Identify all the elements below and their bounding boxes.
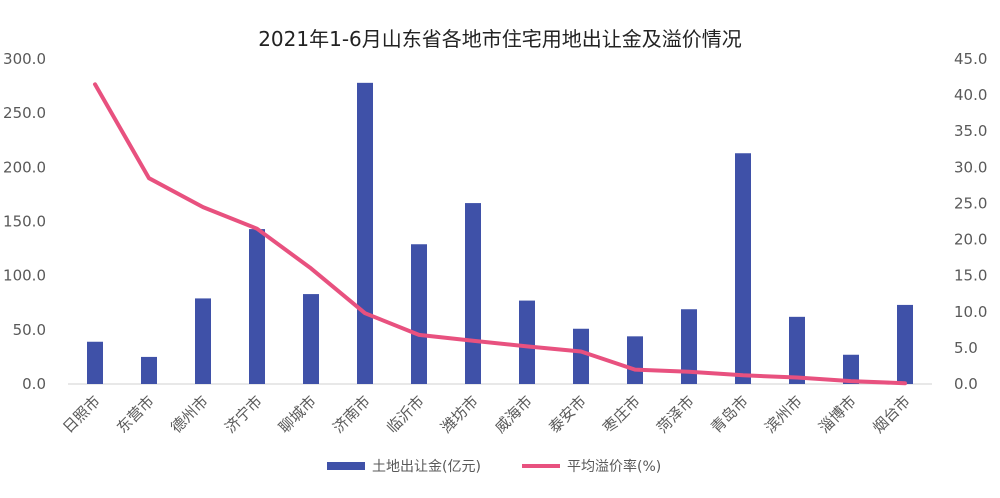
- right-tick-label: 35.0: [954, 122, 987, 140]
- category-label: 菏泽市: [653, 392, 698, 437]
- bar: [249, 229, 265, 384]
- left-tick-label: 150.0: [3, 213, 46, 231]
- right-tick-label: 40.0: [954, 86, 987, 104]
- bar: [681, 309, 697, 384]
- bar: [627, 336, 643, 384]
- legend-line-label: 平均溢价率(%): [567, 458, 661, 475]
- category-label: 潍坊市: [437, 392, 482, 437]
- right-tick-label: 15.0: [954, 267, 987, 285]
- left-tick-label: 250.0: [3, 104, 46, 122]
- left-tick-label: 50.0: [13, 321, 46, 339]
- category-label: 聊城市: [275, 392, 320, 437]
- category-label: 德州市: [167, 392, 212, 437]
- right-tick-label: 10.0: [954, 303, 987, 321]
- legend-bar-swatch: [327, 462, 365, 470]
- category-label: 烟台市: [869, 392, 914, 437]
- legend: 土地出让金(亿元) 平均溢价率(%): [327, 458, 661, 475]
- right-axis: 0.0 5.0 10.0 15.0 20.0 25.0 30.0 35.0 40.0 45.0: [954, 50, 987, 393]
- category-label: 泰安市: [545, 392, 590, 437]
- left-tick-label: 100.0: [3, 267, 46, 285]
- right-tick-label: 20.0: [954, 231, 987, 249]
- category-label: 日照市: [59, 392, 104, 437]
- chart-title: 2021年1-6月山东省各地市住宅用地出让金及溢价情况: [258, 27, 742, 51]
- bar: [357, 82, 373, 384]
- bar: [519, 300, 535, 384]
- right-tick-label: 45.0: [954, 50, 987, 68]
- category-label: 威海市: [491, 392, 536, 437]
- bar: [573, 328, 589, 384]
- bar: [465, 203, 481, 384]
- left-tick-label: 0.0: [22, 375, 46, 393]
- category-label: 淄博市: [815, 392, 860, 437]
- bar: [195, 298, 211, 384]
- legend-bar-label: 土地出让金(亿元): [372, 459, 481, 475]
- bar: [303, 294, 319, 384]
- category-label: 滨州市: [761, 392, 806, 437]
- bar: [735, 153, 751, 384]
- category-label: 济宁市: [221, 392, 266, 437]
- line-series: [93, 82, 907, 386]
- left-tick-label: 200.0: [3, 158, 46, 176]
- category-label: 枣庄市: [599, 392, 644, 437]
- category-label: 济南市: [329, 392, 374, 437]
- bar-series: [87, 82, 913, 384]
- bar: [411, 244, 427, 384]
- category-label: 青岛市: [707, 392, 752, 437]
- bar: [87, 341, 103, 384]
- right-tick-label: 30.0: [954, 158, 987, 176]
- line-path: [93, 82, 907, 386]
- bar: [897, 304, 913, 384]
- x-axis: 日照市 东营市 德州市 济宁市 聊城市 济南市 临沂市 潍坊市 威海市 泰安市 枣庄市 菏泽市 青岛市滨…: [59, 392, 914, 437]
- left-tick-label: 300.0: [3, 50, 46, 68]
- bar: [789, 316, 805, 384]
- right-tick-label: 5.0: [954, 339, 978, 357]
- category-label: 临沂市: [383, 392, 428, 437]
- bar: [141, 356, 157, 384]
- right-tick-label: 25.0: [954, 194, 987, 212]
- bar: [843, 354, 859, 384]
- category-label: 东营市: [113, 392, 158, 437]
- left-axis: 0.0 50.0 100.0 150.0 200.0 250.0 300.0: [3, 50, 46, 393]
- right-tick-label: 0.0: [954, 375, 978, 393]
